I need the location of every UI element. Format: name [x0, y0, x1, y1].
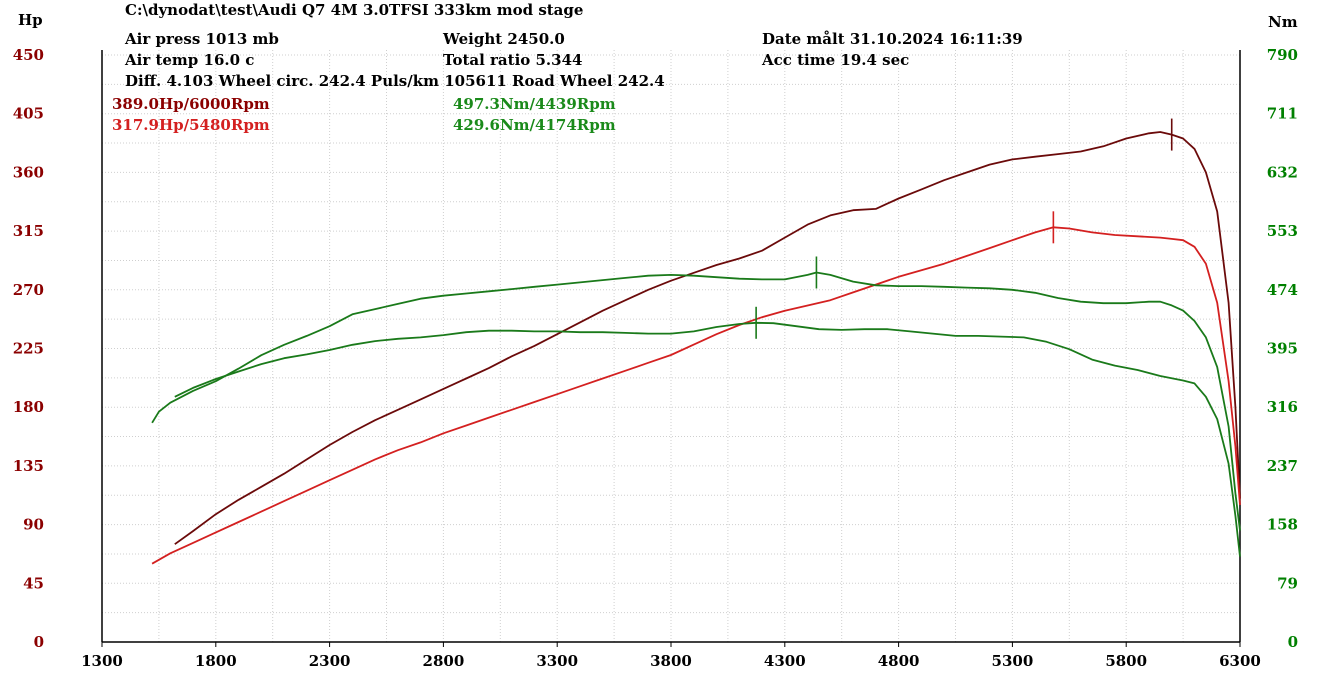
hp1-peak-label: 389.0Hp/6000Rpm	[112, 95, 270, 113]
series-line-1	[174, 131, 1241, 545]
right-y-tick-label: 79	[1277, 574, 1298, 592]
x-tick-label: 5300	[992, 652, 1034, 670]
left-y-tick-label: 270	[13, 281, 44, 299]
x-tick-label: 4300	[764, 652, 806, 670]
file-path: C:\dynodat\test\Audi Q7 4M 3.0TFSI 333km…	[125, 1, 583, 19]
left-y-tick-label: 405	[13, 105, 44, 123]
air-press: Air press 1013 mb	[124, 30, 279, 48]
right-y-tick-label: 553	[1267, 222, 1298, 240]
x-tick-label: 3300	[536, 652, 578, 670]
left-y-tick-label: 450	[13, 46, 44, 64]
x-tick-label: 1300	[81, 652, 123, 670]
x-tick-label: 1800	[195, 652, 237, 670]
total-ratio: Total ratio 5.344	[443, 51, 582, 69]
right-y-tick-labels: 0 79 158 237 316 395 474 553 632 711 790	[1267, 46, 1298, 651]
right-y-tick-label: 158	[1267, 516, 1298, 534]
x-tick-label: 2800	[423, 652, 465, 670]
series-lines	[151, 131, 1241, 565]
peak-markers	[755, 118, 1173, 339]
left-y-tick-label: 315	[13, 222, 44, 240]
nm2-peak-label: 429.6Nm/4174Rpm	[453, 116, 616, 134]
right-y-tick-label: 711	[1267, 105, 1298, 123]
left-y-tick-label: 0	[34, 633, 44, 651]
hp2-peak-label: 317.9Hp/5480Rpm	[112, 116, 270, 134]
right-y-tick-label: 237	[1267, 457, 1298, 475]
grid-lines	[102, 50, 1240, 642]
air-temp: Air temp 16.0 c	[124, 51, 254, 69]
diff-line: Diff. 4.103 Wheel circ. 242.4 Puls/km 10…	[125, 72, 665, 90]
weight: Weight 2450.0	[442, 30, 565, 48]
left-y-tick-label: 180	[13, 398, 44, 416]
left-y-tick-label: 45	[23, 574, 44, 592]
nm1-peak-label: 497.3Nm/4439Rpm	[453, 95, 616, 113]
left-y-tick-label: 225	[13, 340, 44, 358]
x-tick-label: 3800	[650, 652, 692, 670]
right-y-tick-label: 0	[1288, 633, 1298, 651]
right-y-tick-label: 395	[1267, 340, 1298, 358]
axes	[101, 50, 1241, 643]
left-y-tick-labels: 0 45 90 135 180 225 270 315 360 405 450	[13, 46, 44, 651]
right-y-tick-label: 790	[1267, 46, 1298, 64]
right-y-tick-label: 632	[1267, 163, 1298, 181]
x-tick-label: 2300	[309, 652, 351, 670]
x-tick-label: 4800	[878, 652, 920, 670]
right-y-tick-label: 474	[1267, 281, 1298, 299]
right-axis-title: Nm	[1268, 13, 1298, 31]
series-line-2	[151, 226, 1241, 565]
acc-time: Acc time 19.4 sec	[761, 51, 909, 69]
series-line-3	[151, 271, 1241, 531]
date-measured: Date målt 31.10.2024 16:11:39	[762, 30, 1023, 48]
left-axis-title: Hp	[18, 11, 43, 29]
series-line-4	[174, 321, 1241, 557]
right-y-tick-label: 316	[1267, 398, 1298, 416]
left-y-tick-label: 360	[13, 163, 44, 181]
x-tick-label: 5800	[1105, 652, 1147, 670]
left-y-tick-label: 90	[23, 516, 44, 534]
x-tick-labels: 1300 1800 2300 2800 3300 3800 4300 4800 5300 5800…	[81, 642, 1261, 670]
left-y-tick-label: 135	[13, 457, 44, 475]
x-tick-label: 6300	[1219, 652, 1261, 670]
